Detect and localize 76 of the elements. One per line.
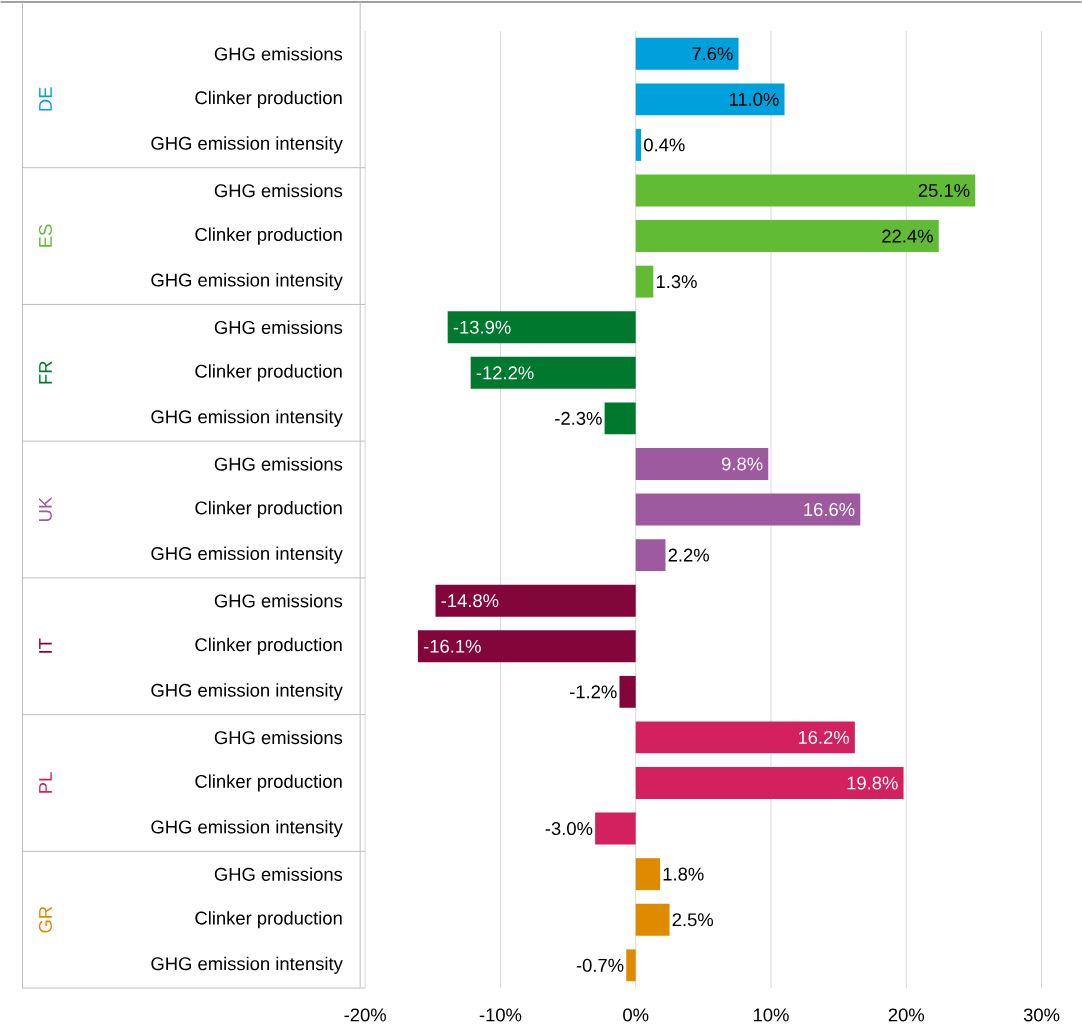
y-tick-label: Clinker production xyxy=(195,911,342,929)
y-tick-label: GHG emission intensity xyxy=(151,136,343,154)
bar xyxy=(635,83,785,116)
data-label: -3.0% xyxy=(545,822,593,836)
text: DE xyxy=(39,87,52,111)
y-tick-label: Clinker production xyxy=(195,637,342,655)
data-label: 2.5% xyxy=(672,913,714,927)
y-tick-label: Clinker production xyxy=(195,364,342,382)
y-tick-label: GHG emission intensity xyxy=(151,409,343,427)
y-tick-label: GHG emission intensity xyxy=(151,273,343,291)
text: UK xyxy=(39,496,52,521)
bar xyxy=(619,675,636,708)
y-tick-label: GHG emissions xyxy=(214,46,343,61)
text: GR xyxy=(38,906,52,933)
y-tick-label: GHG emissions xyxy=(214,457,343,471)
x-tick-label: 20% xyxy=(888,1008,925,1022)
bar xyxy=(635,539,666,572)
data-label: 2.2% xyxy=(668,548,709,562)
bar xyxy=(435,584,636,617)
x-tick-label: -10% xyxy=(479,1008,522,1022)
y-tick-label: GHG emissions xyxy=(214,867,343,881)
data-label: 25.1% xyxy=(918,183,970,197)
y-tick-label: GHG emission intensity xyxy=(151,819,343,838)
y-tick-label: GHG emissions xyxy=(214,320,343,334)
x-tick-label: 30% xyxy=(1023,1008,1060,1022)
y-tick-label: GHG emissions xyxy=(214,183,343,198)
y-tick-label: Clinker production xyxy=(195,90,342,108)
data-label: 0.4% xyxy=(644,138,685,152)
data-label: -14.8% xyxy=(441,594,499,608)
bar xyxy=(635,493,861,526)
data-label: -2.3% xyxy=(555,411,602,425)
data-label: -13.9% xyxy=(453,320,511,334)
bar xyxy=(604,402,636,435)
y-tick-label: GHG emissions xyxy=(214,730,343,745)
data-label: 19.8% xyxy=(847,776,898,790)
data-label: 9.8% xyxy=(721,457,763,471)
y-tick-label: Clinker production xyxy=(195,774,342,792)
x-tick-label: 10% xyxy=(753,1008,789,1022)
bar xyxy=(626,949,636,982)
data-label: 1.3% xyxy=(656,275,697,289)
bar xyxy=(635,265,654,298)
y-tick-label: GHG emission intensity xyxy=(151,683,343,701)
bar xyxy=(635,174,976,207)
text: ES xyxy=(38,224,52,247)
bar xyxy=(635,903,670,936)
data-label: 1.8% xyxy=(663,867,704,881)
bar xyxy=(447,311,636,344)
y-tick-label: GHG emission intensity xyxy=(151,956,343,974)
text: IT xyxy=(39,638,52,653)
data-label: 16.6% xyxy=(804,502,855,517)
bar xyxy=(635,220,939,252)
bar xyxy=(417,630,636,663)
data-label: -12.2% xyxy=(476,366,534,380)
y-tick-label: Clinker production xyxy=(195,227,342,245)
data-label: -16.1% xyxy=(423,639,481,653)
text: PL xyxy=(39,772,52,793)
data-label: 22.4% xyxy=(882,229,933,243)
bar xyxy=(635,721,855,754)
x-tick-label: 0% xyxy=(623,1008,649,1022)
data-label: -0.7% xyxy=(576,958,624,972)
text: FR xyxy=(39,361,52,384)
x-tick-label: -20% xyxy=(344,1008,386,1022)
bar xyxy=(635,858,661,891)
bar xyxy=(470,356,636,389)
bar xyxy=(635,767,904,799)
y-tick-label: GHG emissions xyxy=(214,593,343,608)
bar xyxy=(635,37,739,70)
bar xyxy=(635,128,642,161)
y-tick-label: GHG emission intensity xyxy=(151,546,343,564)
bar xyxy=(595,812,636,845)
data-label: -1.2% xyxy=(570,685,617,699)
data-label: 16.2% xyxy=(798,730,850,744)
y-tick-label: Clinker production xyxy=(195,500,342,519)
bar xyxy=(635,447,769,480)
data-label: 7.6% xyxy=(692,47,733,61)
data-label: 11.0% xyxy=(729,92,779,106)
